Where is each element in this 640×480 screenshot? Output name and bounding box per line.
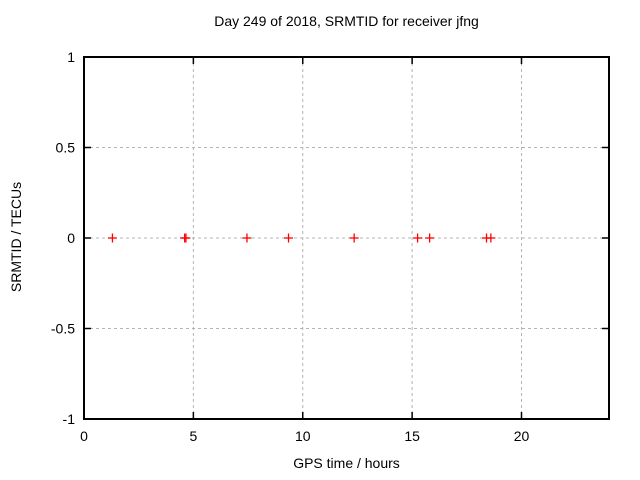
plot-frame: [83, 56, 610, 420]
y-tick-label: 1: [67, 49, 75, 65]
y-tick-label: -0.5: [51, 321, 75, 337]
x-tick-label: 5: [189, 428, 197, 444]
x-tick-label: 0: [80, 428, 88, 444]
y-tick-label: 0.5: [56, 140, 76, 156]
x-axis-label: GPS time / hours: [293, 455, 400, 471]
x-tick-label: 10: [295, 428, 311, 444]
y-tick-label: 0: [67, 230, 75, 246]
x-tick-label: 20: [514, 428, 530, 444]
chart-title: Day 249 of 2018, SRMTID for receiver jfn…: [214, 13, 479, 29]
y-tick-label: -1: [63, 411, 76, 427]
x-tick-label: 15: [404, 428, 420, 444]
